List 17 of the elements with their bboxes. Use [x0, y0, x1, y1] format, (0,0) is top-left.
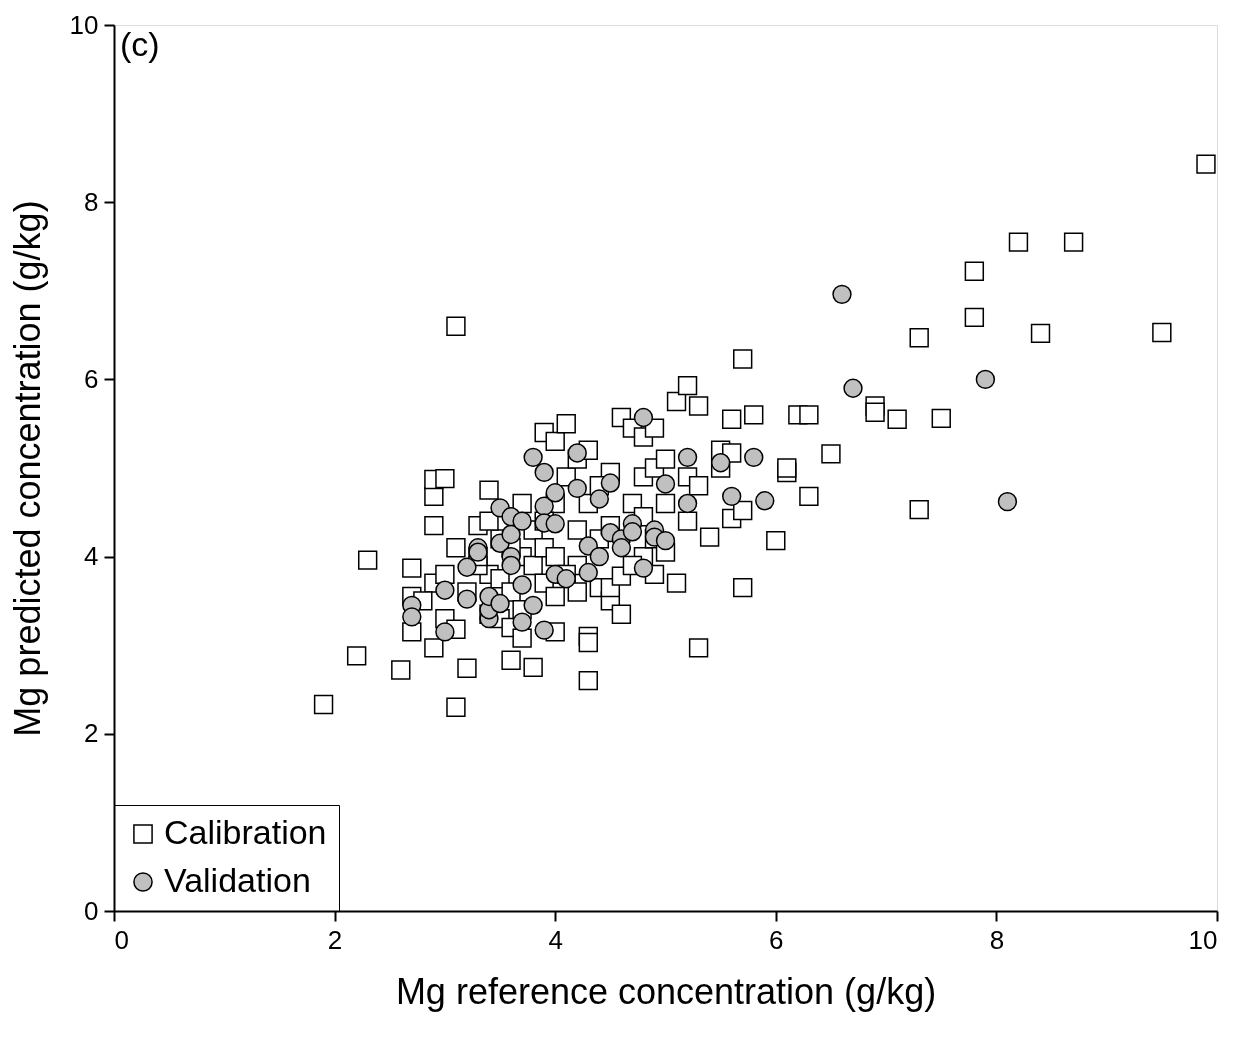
legend-label: Calibration — [164, 813, 327, 851]
y-tick-label: 0 — [84, 895, 99, 926]
y-tick-label: 6 — [84, 363, 99, 394]
x-tick-label: 10 — [1188, 924, 1218, 955]
annotation: (c) — [120, 25, 160, 63]
y-tick-label: 10 — [69, 9, 99, 40]
x-tick-label: 0 — [114, 924, 129, 955]
x-tick-label: 2 — [327, 924, 343, 955]
x-tick-label: 4 — [548, 924, 563, 955]
y-tick-label: 8 — [84, 186, 99, 217]
y-tick-label: 2 — [84, 718, 99, 749]
x-axis-title: Mg reference concentration (g/kg) — [395, 970, 937, 1012]
y-axis-title: Mg predicted concentration (g/kg) — [6, 200, 48, 737]
x-tick-label: 6 — [769, 924, 784, 955]
x-tick-label: 8 — [989, 924, 1005, 955]
legend-label: Validation — [164, 861, 311, 899]
y-tick-label: 4 — [84, 541, 99, 572]
